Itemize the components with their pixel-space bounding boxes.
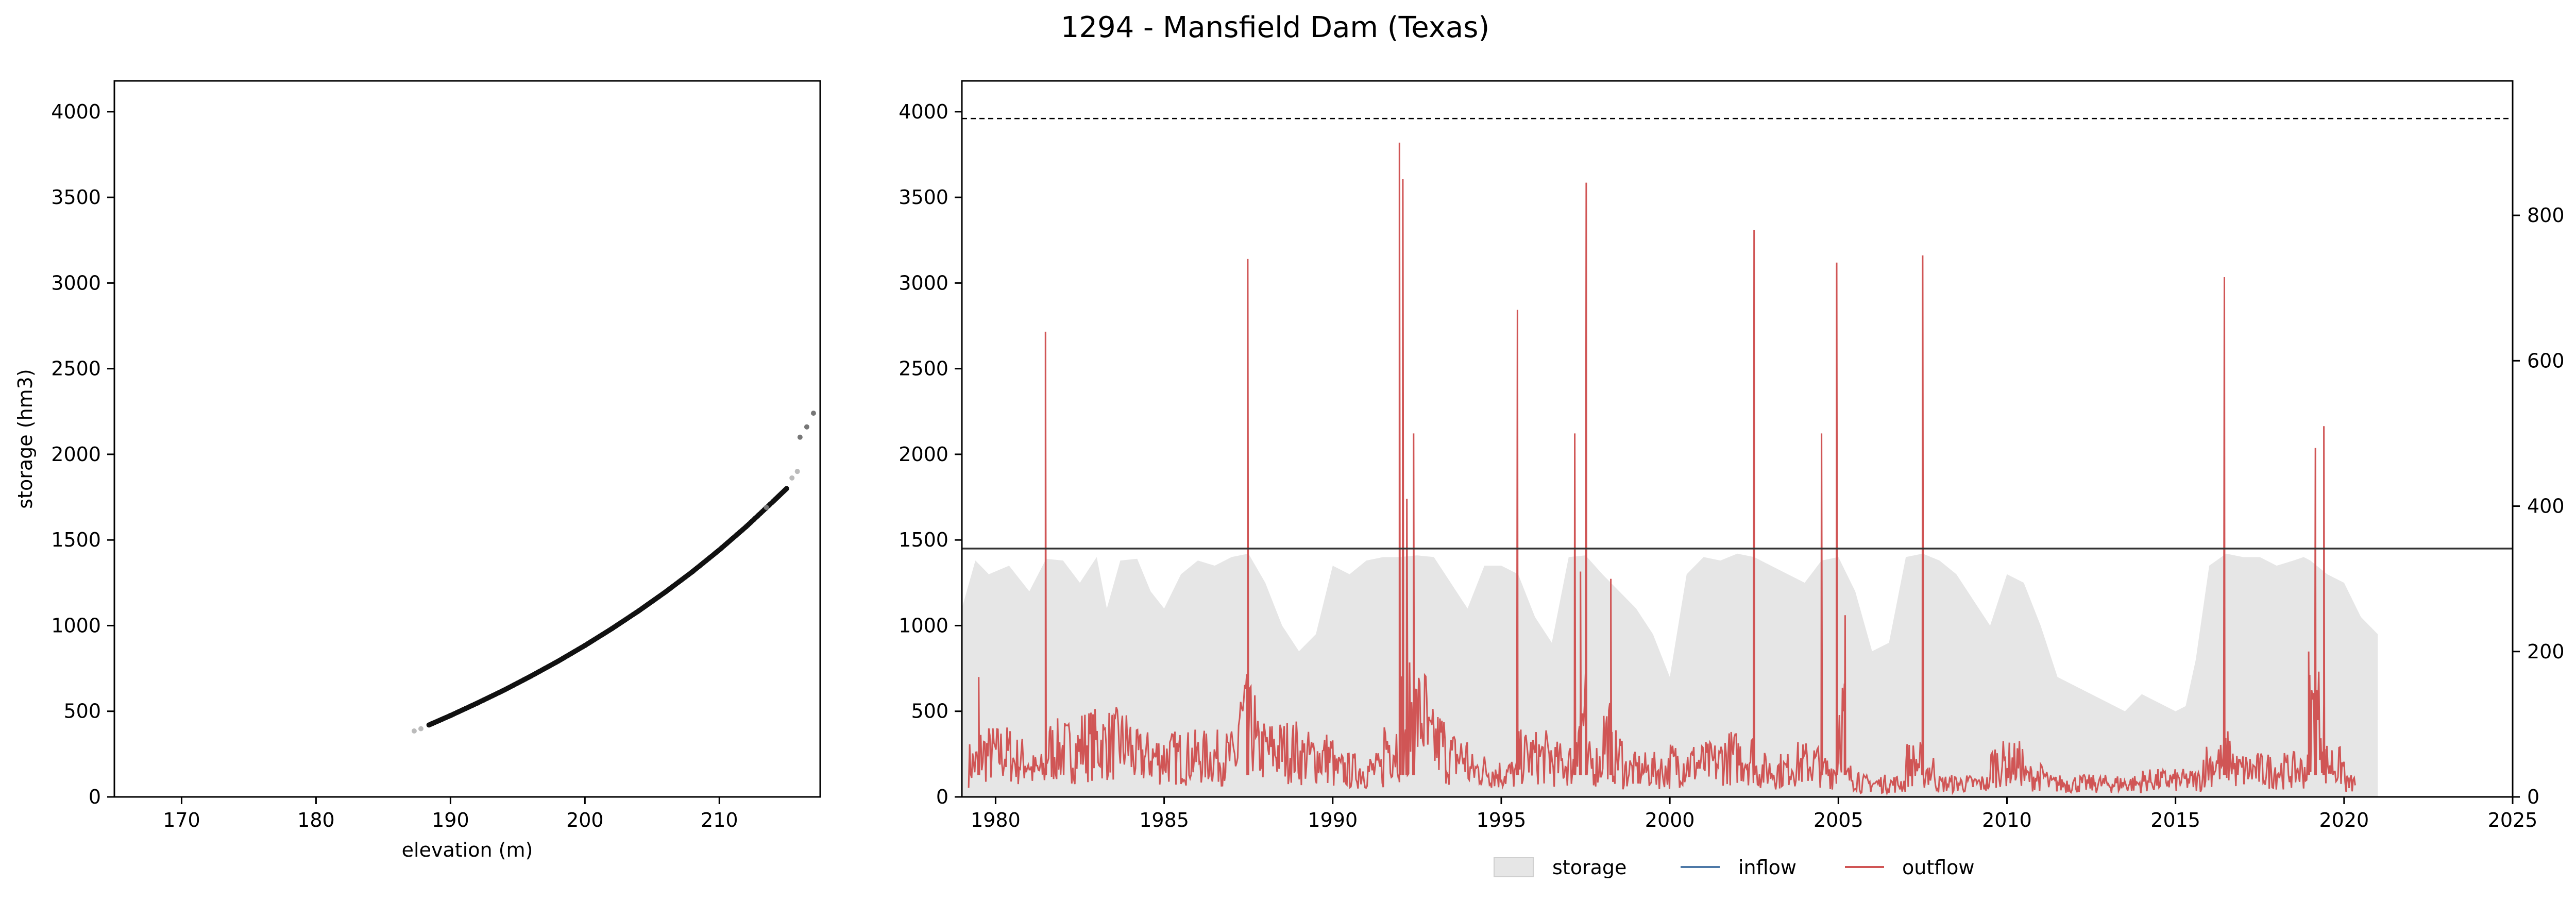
right-ytick-label: 400 — [2527, 495, 2565, 518]
right-xtick-label: 2020 — [2319, 809, 2369, 831]
scatter-point — [811, 411, 816, 416]
left-ytick-label: 4000 — [51, 100, 101, 123]
figure-title: 1294 - Mansfield Dam (Texas) — [1061, 11, 1490, 44]
right-left-ytick-label: 4000 — [899, 100, 948, 123]
right-left-ytick-label: 0 — [936, 786, 948, 808]
right-left-ytick-label: 1500 — [899, 529, 948, 551]
right-xtick-label: 2015 — [2150, 809, 2200, 831]
right-xtick-label: 2000 — [1645, 809, 1695, 831]
right-left-ytick-label: 2500 — [899, 358, 948, 380]
scatter-point — [412, 728, 417, 734]
right-left-ytick-label: 3500 — [899, 186, 948, 209]
left-ytick-label: 1500 — [51, 529, 101, 551]
right-xtick-label: 1985 — [1139, 809, 1189, 831]
left-xtick-label: 190 — [432, 809, 469, 831]
scatter-point — [789, 475, 794, 481]
right-xtick-label: 2010 — [1982, 809, 2032, 831]
left-ytick-label: 0 — [89, 786, 101, 808]
scatter-point — [804, 424, 809, 430]
right-xtick-label: 2005 — [1814, 809, 1863, 831]
right-left-ytick-label: 3000 — [899, 271, 948, 294]
right-xtick-label: 1980 — [971, 809, 1021, 831]
left-ytick-label: 2000 — [51, 443, 101, 466]
right-xtick-label: 1995 — [1477, 809, 1527, 831]
right-xtick-label: 2025 — [2488, 809, 2538, 831]
scatter-point — [418, 726, 423, 731]
right-ytick-label: 800 — [2527, 204, 2565, 227]
right-left-ytick-label: 500 — [911, 700, 948, 723]
legend-outflow-label: outflow — [1902, 856, 1975, 879]
left-ytick-label: 2500 — [51, 358, 101, 380]
left-xtick-label: 210 — [701, 809, 738, 831]
scatter-point — [784, 486, 789, 491]
right-ytick-label: 600 — [2527, 349, 2565, 372]
left-ylabel: storage (hm3) — [14, 369, 37, 508]
left-ytick-label: 500 — [63, 700, 101, 723]
right-left-ytick-label: 2000 — [899, 443, 948, 466]
legend-storage-label: storage — [1552, 856, 1626, 879]
left-ytick-label: 1000 — [51, 614, 101, 637]
left-ytick-label: 3500 — [51, 186, 101, 209]
left-xtick-label: 200 — [566, 809, 604, 831]
right-xtick-label: 1990 — [1308, 809, 1358, 831]
left-xlabel: elevation (m) — [402, 839, 533, 861]
legend-storage-swatch — [1494, 858, 1533, 877]
left-xtick-label: 170 — [163, 809, 200, 831]
legend-inflow-label: inflow — [1738, 856, 1797, 879]
right-left-ytick-label: 1000 — [899, 614, 948, 637]
right-ytick-label: 0 — [2527, 786, 2539, 808]
scatter-point — [798, 435, 803, 440]
scatter-point — [795, 469, 800, 474]
scatter-point — [764, 505, 769, 510]
right-ytick-label: 200 — [2527, 640, 2565, 663]
left-ytick-label: 3000 — [51, 271, 101, 294]
left-xtick-label: 180 — [297, 809, 335, 831]
